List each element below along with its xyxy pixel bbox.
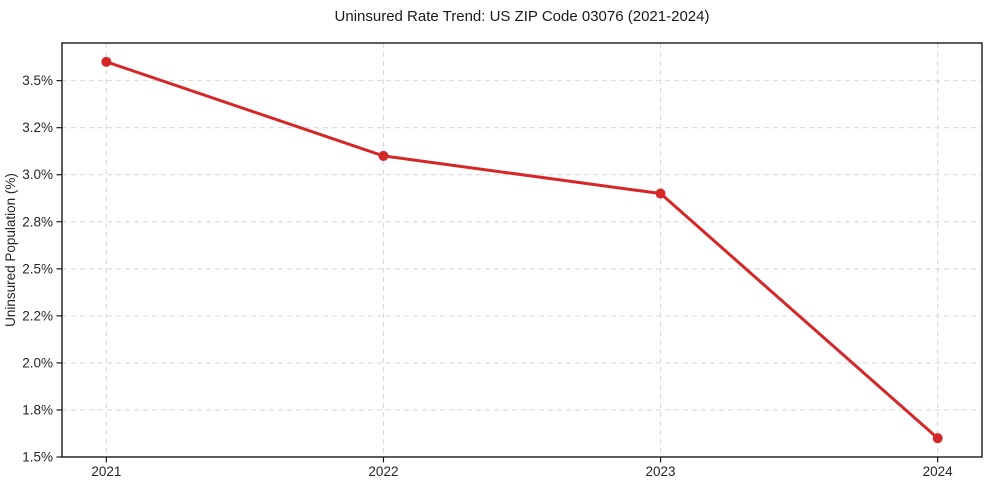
data-point-marker <box>101 56 112 67</box>
x-tick-label: 2024 <box>923 464 954 479</box>
data-point-marker <box>932 433 943 444</box>
y-tick-label: 2.0% <box>22 355 53 370</box>
y-axis-label: Uninsured Population (%) <box>3 173 18 327</box>
y-tick-label: 2.8% <box>22 214 53 229</box>
x-tick-label: 2022 <box>368 464 398 479</box>
y-tick-label: 2.5% <box>22 261 53 276</box>
y-tick-label: 1.5% <box>22 450 53 465</box>
trend-line <box>104 60 940 440</box>
y-tick-label: 3.0% <box>22 167 53 182</box>
axis-ticks <box>56 80 939 463</box>
y-tick-label: 1.8% <box>22 402 53 417</box>
y-tick-label: 2.2% <box>22 308 53 323</box>
y-tick-label: 3.5% <box>22 73 53 88</box>
axis-tick-labels: 1.5% 1.8% 2.0% 2.2% 2.5% 2.8% 3.0% 3.2% 3.5% 2021… <box>22 73 953 479</box>
gridlines <box>62 43 982 458</box>
plot-border <box>61 42 983 458</box>
chart-title: Uninsured Rate Trend: US ZIP Code 03076 … <box>335 8 710 25</box>
data-series <box>101 56 943 444</box>
data-point-marker <box>378 150 389 161</box>
x-tick-label: 2023 <box>646 464 676 479</box>
x-tick-label: 2021 <box>91 464 121 479</box>
data-point-marker <box>655 188 666 199</box>
y-tick-label: 3.2% <box>22 120 53 135</box>
